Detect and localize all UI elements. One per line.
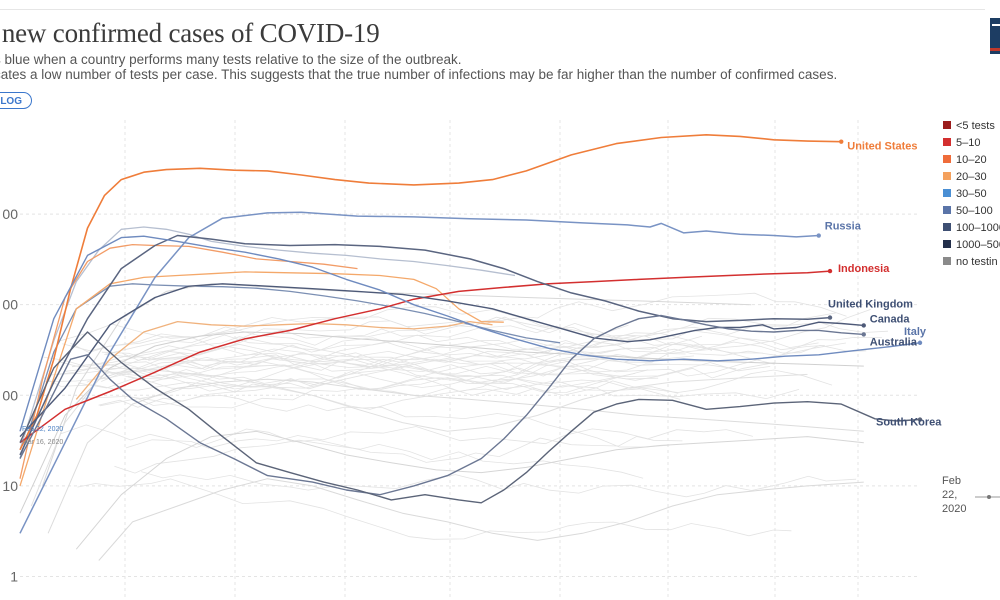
header-divider xyxy=(0,9,985,10)
legend-swatch-1 xyxy=(943,138,951,146)
series-line-russia xyxy=(19,211,819,534)
legend-swatch-7 xyxy=(943,240,951,248)
background-country-line xyxy=(127,337,819,391)
series-line-south-korea-end-marker xyxy=(917,417,923,422)
series-labels: United States Russia Indonesia United Kingd… xyxy=(825,141,943,429)
series-line-bg10 xyxy=(42,283,752,487)
series-line-australia-end-marker xyxy=(861,332,866,337)
legend-swatch-4 xyxy=(943,189,951,197)
timeline-label-year: 2020 xyxy=(942,503,966,515)
legend-label-1: 5–10 xyxy=(956,137,980,149)
series-line-bg2 xyxy=(19,271,504,487)
background-country-line xyxy=(135,394,670,448)
y-tick-label-0: 1 xyxy=(10,568,18,584)
owid-logo[interactable] xyxy=(990,18,1000,54)
series-line-bg6 xyxy=(19,331,864,514)
chart-subtitle-line-2: cates a low number of tests per case. Th… xyxy=(0,67,838,82)
logo-text-mark xyxy=(992,24,1000,26)
series-line-united-states-end-marker xyxy=(839,139,844,144)
series-label-australia: Australia xyxy=(870,336,918,348)
legend-label-2: 10–20 xyxy=(956,154,987,166)
series-label-indonesia: Indonesia xyxy=(838,263,890,275)
log-scale-toggle-button[interactable]: LOG xyxy=(0,92,32,109)
series-line-italy-end-marker xyxy=(917,340,923,345)
series-lines xyxy=(19,134,923,561)
series-line-bg8 xyxy=(75,430,864,550)
series-line-united-states xyxy=(19,134,842,451)
series-line-italy xyxy=(19,235,921,432)
series-label-italy: Italy xyxy=(904,326,927,338)
background-country-line xyxy=(121,334,882,361)
series-line-bg5 xyxy=(75,320,493,400)
logo-red-bar xyxy=(990,48,1000,51)
background-country-line xyxy=(99,357,737,407)
timeline-handle[interactable] xyxy=(987,495,991,499)
legend: <5 tests 5–10 10–20 20–30 30–50 50–100 100–100… xyxy=(943,120,1000,268)
legend-label-0: <5 tests xyxy=(956,120,995,132)
legend-swatch-5 xyxy=(943,206,951,214)
legend-label-8: no testin xyxy=(956,256,998,268)
series-line-indonesia xyxy=(19,270,831,444)
series-line-russia-end-marker xyxy=(816,233,821,238)
series-label-south-korea: South Korea xyxy=(876,417,942,429)
background-country-line xyxy=(125,426,753,449)
series-line-canada xyxy=(19,283,864,438)
timeline-label-day: 22, xyxy=(942,489,957,501)
series-line-australia xyxy=(19,314,864,496)
background-country-line xyxy=(70,312,836,353)
legend-swatch-8 xyxy=(943,257,951,265)
start-labels: Feb 22, 2020 Mar 16, 2020 xyxy=(22,426,63,446)
chart-title: y new confirmed cases of COVID-19 xyxy=(0,18,380,48)
legend-swatch-6 xyxy=(943,223,951,231)
series-label-united-states: United States xyxy=(847,141,917,153)
start-date-label-mar: Mar 16, 2020 xyxy=(22,439,63,446)
legend-label-7: 1000–500 xyxy=(956,239,1000,251)
y-tick-label-2: 00 xyxy=(2,387,18,403)
background-country-line xyxy=(114,439,644,479)
legend-label-3: 20–30 xyxy=(956,171,987,183)
legend-label-6: 100–1000 xyxy=(956,222,1000,234)
series-line-indonesia-end-marker xyxy=(827,268,833,274)
background-country-line xyxy=(60,424,683,463)
timeline-label-month: Feb xyxy=(942,475,961,487)
y-tick-label-3: 00 xyxy=(2,297,18,313)
legend-swatch-0 xyxy=(943,121,951,129)
series-line-south-korea xyxy=(19,331,921,504)
top-bar xyxy=(0,0,1000,6)
series-line-bg9 xyxy=(98,478,864,561)
background-country-line xyxy=(105,336,846,384)
start-date-label-feb: Feb 22, 2020 xyxy=(22,426,63,433)
series-line-bg11 xyxy=(30,367,808,507)
background-country-line xyxy=(77,478,792,540)
legend-label-5: 50–100 xyxy=(956,205,993,217)
series-label-russia: Russia xyxy=(825,221,862,233)
timeline-control[interactable]: Feb 22, 2020 xyxy=(942,475,1000,515)
background-country-line xyxy=(101,353,694,386)
background-country-line xyxy=(60,323,629,346)
y-axis-tick-labels: 1 10 00 00 00 xyxy=(2,206,18,584)
background-country-line xyxy=(123,332,713,373)
series-line-canada-end-marker xyxy=(861,323,866,328)
background-country-line xyxy=(88,353,771,378)
legend-swatch-3 xyxy=(943,172,951,180)
series-line-united-kingdom xyxy=(19,234,831,456)
y-tick-label-4: 00 xyxy=(2,206,18,222)
background-country-line xyxy=(55,316,889,375)
y-tick-label-1: 10 xyxy=(2,478,18,494)
legend-swatch-2 xyxy=(943,155,951,163)
background-country-line xyxy=(43,377,681,410)
series-label-united-kingdom: United Kingdom xyxy=(828,299,913,311)
legend-label-4: 30–50 xyxy=(956,188,987,200)
background-country-line xyxy=(105,354,659,380)
series-label-canada: Canada xyxy=(870,313,911,325)
series-line-bg3 xyxy=(19,226,516,450)
chart-subtitle-line-1: s blue when a country performs many test… xyxy=(0,52,462,67)
background-country-line xyxy=(104,292,847,355)
series-line-united-kingdom-end-marker xyxy=(827,315,833,320)
